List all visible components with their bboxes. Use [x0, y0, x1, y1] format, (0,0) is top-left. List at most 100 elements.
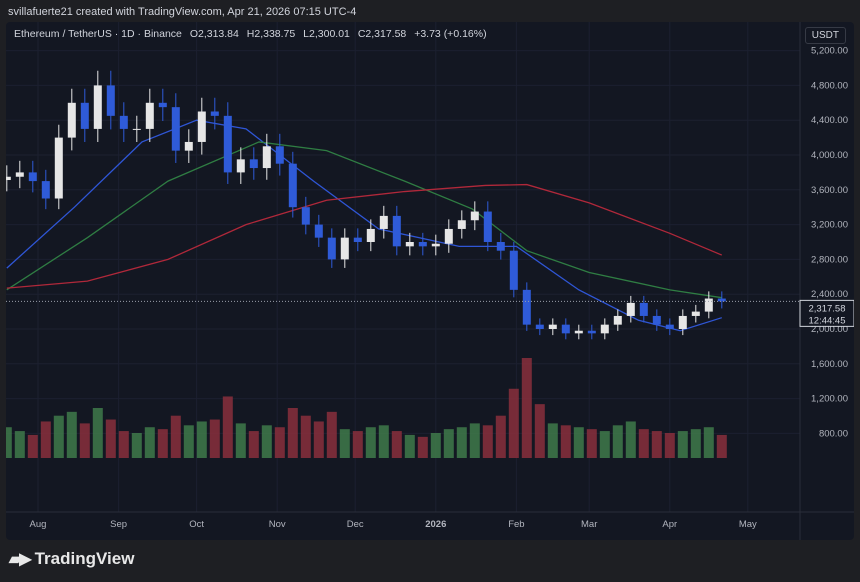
candle-body	[93, 85, 102, 129]
candle-body	[327, 237, 336, 260]
volume-bar	[131, 433, 142, 458]
candle-body	[600, 324, 609, 334]
candle-body	[457, 220, 466, 229]
volume-bar	[508, 388, 519, 458]
candle-body	[470, 211, 479, 221]
tradingview-logo: ▰▶ TradingView	[9, 549, 134, 569]
volume-bar	[183, 425, 194, 458]
volume-bar	[664, 433, 675, 458]
candle-body	[15, 172, 24, 177]
volume-bar	[53, 415, 64, 458]
volume-bar	[443, 429, 454, 458]
volume-bar	[209, 419, 220, 458]
volume-bar	[482, 425, 493, 458]
volume-bar	[612, 425, 623, 458]
bar-countdown: 12:44:45	[809, 315, 846, 326]
volume-bar	[716, 434, 727, 458]
candle-body	[197, 111, 206, 142]
candle-body	[171, 107, 180, 151]
chart-panel[interactable]: 5,200.00 4,800.00 4,400.00 4,000.00 3,600.00…	[6, 22, 854, 540]
open-value: O2,313.84	[189, 28, 239, 40]
candle-body	[652, 315, 661, 325]
volume-bar	[365, 427, 376, 458]
currency-button[interactable]: USDT	[804, 27, 846, 44]
candle-body	[678, 315, 687, 329]
price-axis[interactable]: 5,200.00 4,800.00 4,400.00 4,000.00 3,600.00…	[811, 46, 848, 440]
time-tick-label: Mar	[581, 519, 597, 530]
volume-bar	[469, 423, 480, 458]
candle-body	[574, 330, 583, 334]
time-tick-label: 2026	[425, 519, 446, 530]
candle-body	[236, 159, 245, 173]
time-tick-label: Nov	[269, 519, 286, 530]
volume-bar	[157, 429, 168, 458]
volume-bar	[313, 421, 324, 458]
candle-body	[288, 163, 297, 208]
volume-bar	[66, 411, 77, 458]
candle-body	[106, 85, 115, 116]
time-tick-label: Oct	[189, 519, 204, 530]
candle-body	[392, 215, 401, 247]
price-tick-label: 800.00	[819, 428, 848, 439]
volume-bar	[417, 436, 428, 458]
price-tick-label: 2,400.00	[811, 289, 848, 300]
candle-body	[431, 243, 440, 247]
candle-body	[483, 211, 492, 242]
candle-body	[158, 102, 167, 108]
symbol-name[interactable]: Ethereum / TetherUS · 1D · Binance	[14, 28, 182, 40]
price-tick-label: 4,800.00	[811, 80, 848, 91]
candle-body	[613, 315, 622, 325]
candle-body	[587, 330, 596, 334]
volume-bar	[456, 427, 467, 458]
volume-bar	[651, 431, 662, 458]
volume-bar	[170, 415, 181, 458]
candle-body	[353, 237, 362, 242]
low-value: L2,300.01	[303, 28, 350, 40]
time-axis[interactable]: Aug Sep Oct Nov Dec 2026 Feb Mar Apr May	[30, 519, 757, 530]
logo-text: TradingView	[34, 549, 135, 568]
candle-body	[6, 176, 11, 181]
volume-bar	[248, 431, 259, 458]
candle-body	[210, 111, 219, 116]
volume-bar	[105, 419, 116, 458]
volume-bar	[638, 429, 649, 458]
volume-bar	[352, 431, 363, 458]
price-tick-label: 1,600.00	[811, 359, 848, 370]
volume-bar	[378, 425, 389, 458]
volume-bar	[690, 429, 701, 458]
symbol-legend[interactable]: Ethereum / TetherUS · 1D · Binance O2,31…	[14, 28, 492, 40]
price-tick-label: 1,200.00	[811, 394, 848, 405]
candle-body	[626, 302, 635, 316]
volume-bar	[573, 427, 584, 458]
candle-body	[418, 242, 427, 247]
volume-bar	[235, 423, 246, 458]
volume-bar	[560, 425, 571, 458]
price-tick-label: 3,200.00	[811, 220, 848, 231]
candle-body	[691, 311, 700, 316]
candle-body	[223, 115, 232, 173]
candle-body	[535, 324, 544, 329]
volume-bar	[430, 433, 441, 458]
candle-body	[28, 172, 37, 182]
price-tick-label: 2,000.00	[811, 324, 848, 335]
volume-bar	[287, 408, 298, 458]
price-tick-label: 4,400.00	[811, 115, 848, 126]
volume-bar	[521, 358, 532, 458]
tradingview-logo-icon: ▰▶	[9, 551, 32, 568]
volume-bar	[196, 421, 207, 458]
candle-body	[665, 324, 674, 329]
last-price-box	[799, 299, 854, 327]
volume-bar	[326, 411, 337, 458]
volume-bar	[14, 431, 25, 458]
volume-bar	[586, 429, 597, 458]
candle-body	[54, 137, 63, 199]
volume-bar	[599, 431, 610, 458]
volume-bar	[300, 415, 311, 458]
volume-bar	[144, 427, 155, 458]
volume-bar	[222, 396, 233, 458]
candle-body	[366, 228, 375, 242]
price-tick-label: 4,000.00	[811, 150, 848, 161]
price-chart[interactable]: 5,200.00 4,800.00 4,400.00 4,000.00 3,600.00…	[6, 22, 854, 540]
time-tick-label: Apr	[662, 519, 677, 530]
